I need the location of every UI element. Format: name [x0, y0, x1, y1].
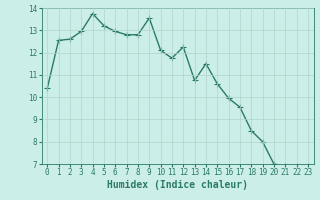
X-axis label: Humidex (Indice chaleur): Humidex (Indice chaleur)	[107, 180, 248, 190]
